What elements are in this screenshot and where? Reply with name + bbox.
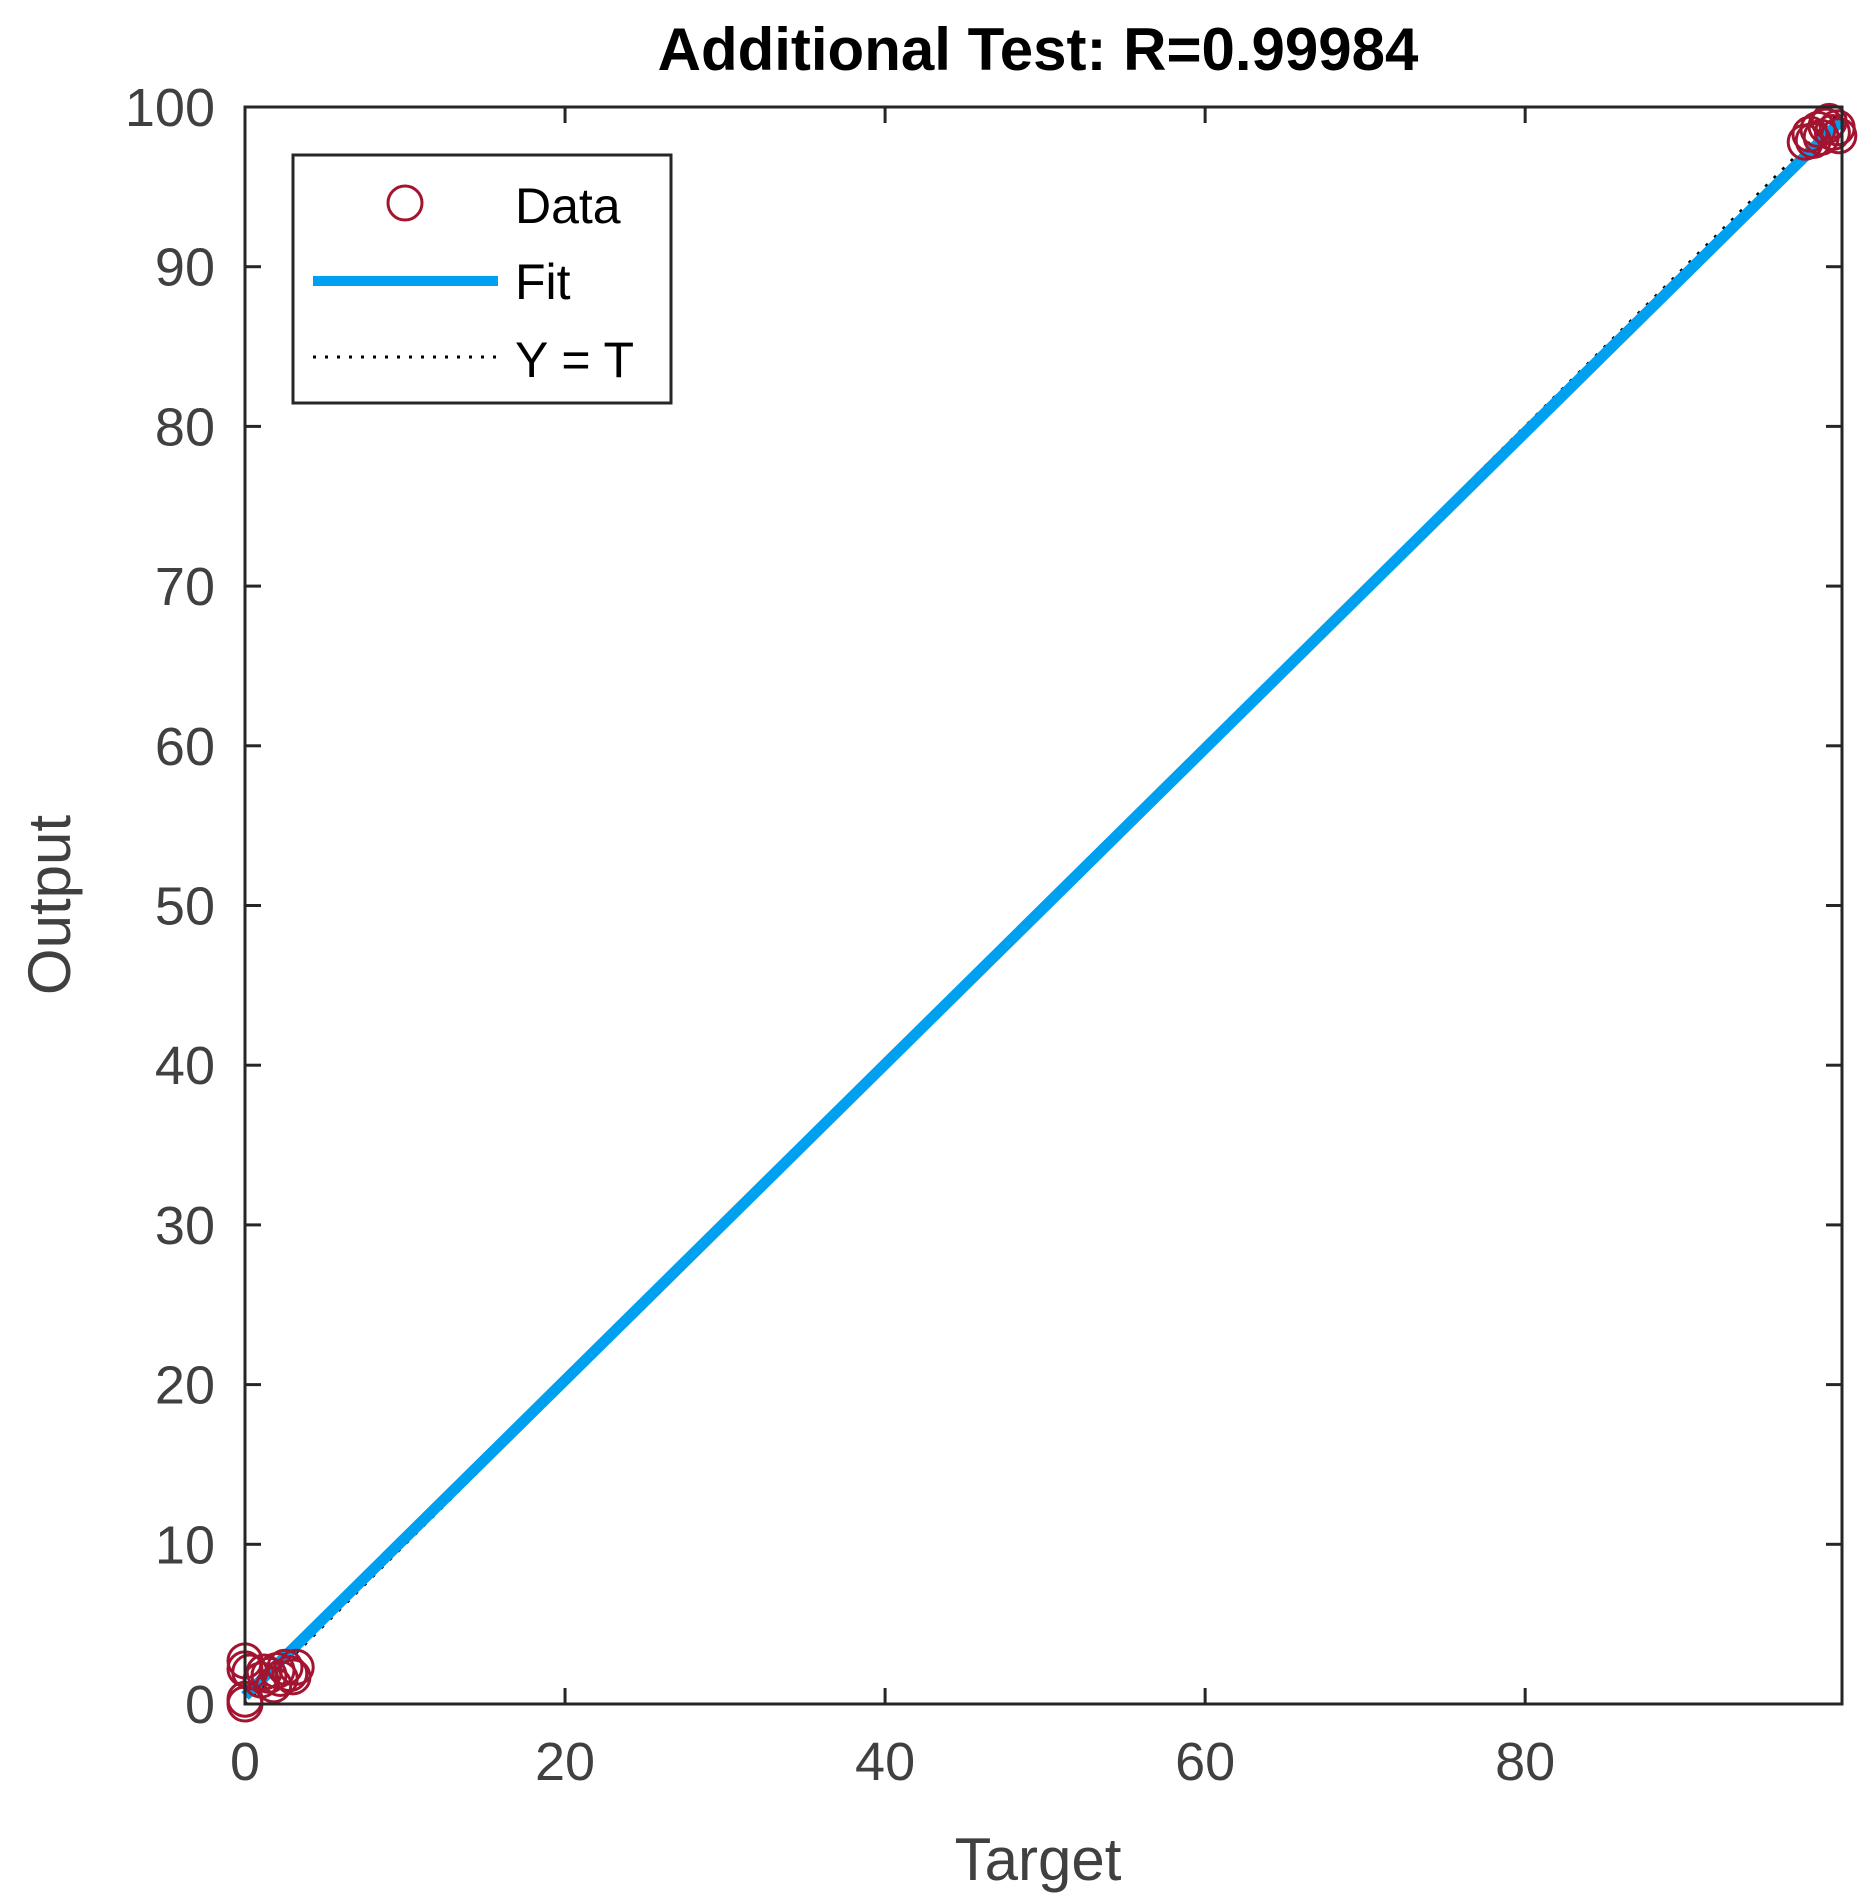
x-tick-label: 60: [1175, 1732, 1235, 1792]
y-tick-label: 80: [155, 397, 215, 457]
y-tick-label: 60: [155, 717, 215, 777]
y-axis-label: Output: [16, 815, 83, 995]
x-tick-label: 80: [1495, 1732, 1555, 1792]
legend: Data Fit Y = T: [291, 153, 673, 405]
data-point: [1813, 114, 1851, 152]
y-tick-label: 40: [155, 1036, 215, 1096]
x-tick-label: 40: [855, 1732, 915, 1792]
data-point: [277, 1648, 315, 1686]
data-point: [231, 1653, 269, 1691]
y-tick-label: 10: [155, 1515, 215, 1575]
fit-line-layer: [241, 115, 1846, 1700]
data-point: [271, 1655, 309, 1693]
x-tick-label: 20: [535, 1732, 595, 1792]
x-axis-ticks: 0 20 40 60 80: [230, 107, 1555, 1792]
data-point: [1820, 117, 1858, 155]
y-tick-label: 100: [125, 78, 215, 138]
y-tick-label: 70: [155, 557, 215, 617]
legend-data-label: Data: [515, 178, 621, 234]
y-axis-ticks: 0 10 20 30 40 50 60 70 80 90 100: [125, 78, 1842, 1735]
x-tick-label: 0: [230, 1732, 260, 1792]
legend-ref-label: Y = T: [515, 332, 634, 388]
y-tick-label: 50: [155, 877, 215, 937]
chart-title: Additional Test: R=0.99984: [658, 16, 1419, 83]
data-point: [266, 1648, 304, 1686]
y-tick-label: 0: [185, 1675, 215, 1735]
y-tick-label: 30: [155, 1196, 215, 1256]
y-tick-label: 20: [155, 1356, 215, 1416]
legend-data-marker: [386, 184, 424, 222]
legend-fit-label: Fit: [515, 254, 571, 310]
y-tick-label: 90: [155, 238, 215, 298]
fit-line: [241, 115, 1846, 1700]
x-axis-label: Target: [955, 1826, 1122, 1893]
